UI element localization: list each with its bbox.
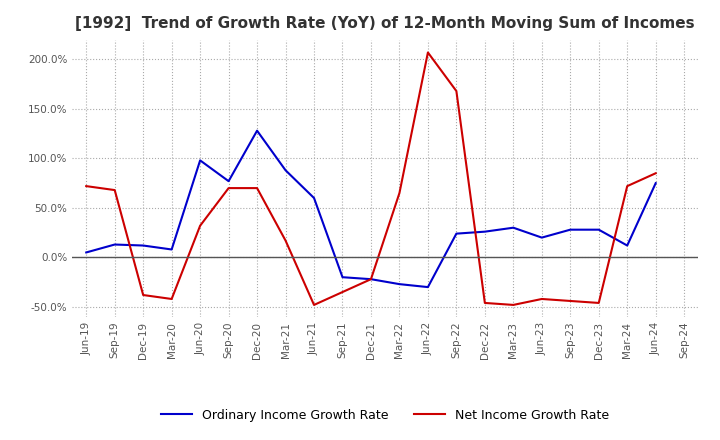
Ordinary Income Growth Rate <box>623 243 631 248</box>
Net Income Growth Rate <box>623 183 631 189</box>
Net Income Growth Rate <box>82 183 91 189</box>
Net Income Growth Rate <box>282 238 290 243</box>
Ordinary Income Growth Rate <box>452 231 461 236</box>
Net Income Growth Rate <box>509 302 518 308</box>
Ordinary Income Growth Rate <box>423 284 432 290</box>
Net Income Growth Rate <box>139 292 148 297</box>
Net Income Growth Rate <box>395 191 404 196</box>
Net Income Growth Rate <box>338 290 347 295</box>
Net Income Growth Rate <box>566 298 575 304</box>
Line: Ordinary Income Growth Rate: Ordinary Income Growth Rate <box>86 131 656 287</box>
Net Income Growth Rate <box>423 50 432 55</box>
Net Income Growth Rate <box>537 297 546 302</box>
Title: [1992]  Trend of Growth Rate (YoY) of 12-Month Moving Sum of Incomes: [1992] Trend of Growth Rate (YoY) of 12-… <box>76 16 695 32</box>
Net Income Growth Rate <box>253 186 261 191</box>
Ordinary Income Growth Rate <box>338 275 347 280</box>
Ordinary Income Growth Rate <box>480 229 489 234</box>
Net Income Growth Rate <box>452 88 461 94</box>
Net Income Growth Rate <box>652 171 660 176</box>
Ordinary Income Growth Rate <box>167 247 176 252</box>
Net Income Growth Rate <box>480 300 489 305</box>
Ordinary Income Growth Rate <box>310 195 318 201</box>
Ordinary Income Growth Rate <box>395 282 404 287</box>
Ordinary Income Growth Rate <box>509 225 518 231</box>
Net Income Growth Rate <box>310 302 318 308</box>
Legend: Ordinary Income Growth Rate, Net Income Growth Rate: Ordinary Income Growth Rate, Net Income … <box>156 404 614 427</box>
Ordinary Income Growth Rate <box>82 250 91 255</box>
Ordinary Income Growth Rate <box>253 128 261 133</box>
Net Income Growth Rate <box>196 223 204 228</box>
Ordinary Income Growth Rate <box>537 235 546 240</box>
Ordinary Income Growth Rate <box>595 227 603 232</box>
Ordinary Income Growth Rate <box>366 276 375 282</box>
Net Income Growth Rate <box>110 187 119 193</box>
Net Income Growth Rate <box>595 300 603 305</box>
Ordinary Income Growth Rate <box>225 179 233 184</box>
Ordinary Income Growth Rate <box>652 180 660 186</box>
Ordinary Income Growth Rate <box>139 243 148 248</box>
Net Income Growth Rate <box>167 297 176 302</box>
Ordinary Income Growth Rate <box>282 168 290 173</box>
Net Income Growth Rate <box>225 186 233 191</box>
Ordinary Income Growth Rate <box>110 242 119 247</box>
Net Income Growth Rate <box>366 276 375 282</box>
Ordinary Income Growth Rate <box>566 227 575 232</box>
Line: Net Income Growth Rate: Net Income Growth Rate <box>86 52 656 305</box>
Ordinary Income Growth Rate <box>196 158 204 163</box>
